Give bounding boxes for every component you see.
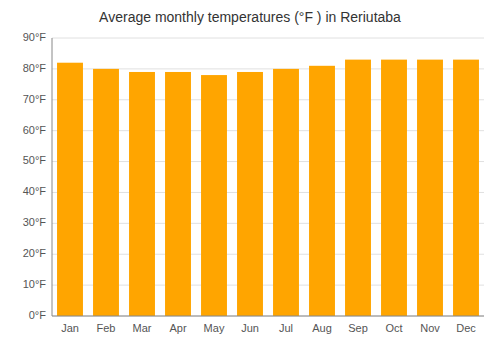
grid-line (52, 38, 484, 39)
chart: 0°F 10°F 20°F 30°F 40°F 50°F 60°F 70°F 80°F 90°F J… (0, 0, 500, 350)
grid (52, 38, 484, 316)
bar (165, 72, 191, 316)
x-tick-label: Jun (241, 322, 259, 334)
bar (201, 75, 227, 316)
y-tick-label: 20°F (23, 247, 47, 259)
y-tick-label: 70°F (23, 93, 47, 105)
y-tick-label: 80°F (23, 62, 47, 74)
x-axis: Jan Feb Mar Apr May Jun Jul Aug Sep Oct Nov Dec (52, 316, 484, 334)
x-tick-label: Sep (348, 322, 368, 334)
bar (309, 66, 335, 316)
y-tick-label: 0°F (29, 309, 47, 321)
y-axis: 0°F 10°F 20°F 30°F 40°F 50°F 60°F 70°F 80°F 90°F (23, 31, 52, 321)
x-tick-label: Feb (97, 322, 116, 334)
y-tick-label: 40°F (23, 185, 47, 197)
x-tick-label: Oct (385, 322, 402, 334)
bars (57, 60, 479, 316)
x-tick-label: May (204, 322, 225, 334)
bar (57, 63, 83, 316)
x-axis-line (52, 316, 484, 317)
y-tick-label: 50°F (23, 154, 47, 166)
title: Average monthly temperatures (°F ) in Re… (99, 9, 401, 25)
bar (417, 60, 443, 316)
bar (345, 60, 371, 316)
bar (273, 69, 299, 316)
y-axis-line (52, 38, 53, 316)
grid-line (52, 316, 484, 317)
chart-container: 0°F 10°F 20°F 30°F 40°F 50°F 60°F 70°F 80°F 90°F J… (0, 0, 500, 350)
y-tick-label: 60°F (23, 124, 47, 136)
bar (453, 60, 479, 316)
x-tick-label: Aug (312, 322, 332, 334)
y-tick-label: 30°F (23, 216, 47, 228)
bar (129, 72, 155, 316)
x-tick-label: Mar (133, 322, 152, 334)
y-tick-label: 10°F (23, 278, 47, 290)
x-tick-label: Nov (420, 322, 440, 334)
x-tick-label: Jan (61, 322, 79, 334)
bar (237, 72, 263, 316)
bar (381, 60, 407, 316)
x-tick-label: Apr (169, 322, 186, 334)
x-tick-label: Jul (279, 322, 293, 334)
y-tick-label: 90°F (23, 31, 47, 43)
x-tick-label: Dec (456, 322, 476, 334)
bar (93, 69, 119, 316)
